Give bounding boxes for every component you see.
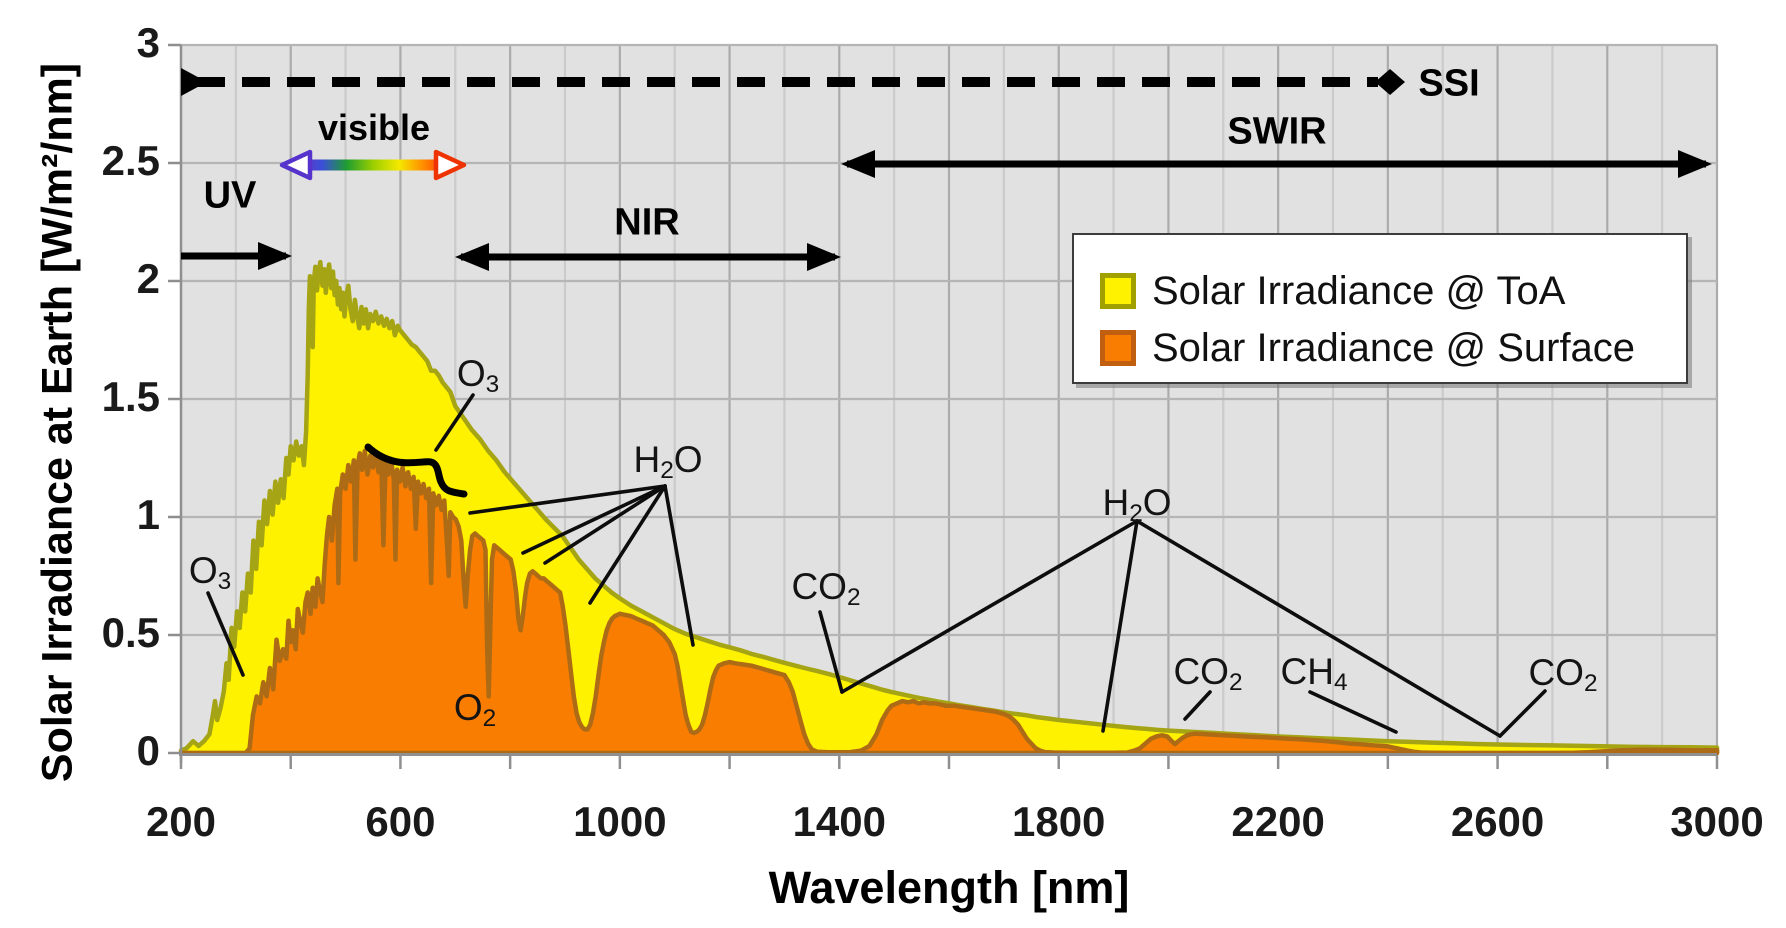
swir-left-arrowhead xyxy=(841,150,875,178)
y-tick-label: 0 xyxy=(136,727,160,774)
annotation-h2o-left: H2O xyxy=(633,438,703,485)
y-tick-label: 2 xyxy=(136,255,160,302)
h2o-right-pointer-line xyxy=(840,519,1139,694)
h2o-left-pointer-line xyxy=(543,484,667,565)
annotation-o3-upper: O3 xyxy=(456,352,500,399)
y-tick-label: 2.5 xyxy=(101,137,160,184)
y-tick-label: 3 xyxy=(136,19,160,66)
x-tick-label: 1000 xyxy=(573,798,667,845)
co2-2600-pointer-line xyxy=(1498,689,1547,738)
nir-right-arrowhead xyxy=(807,243,841,271)
uv-right-arrowhead xyxy=(258,242,292,270)
legend: Solar Irradiance @ ToA Solar Irradiance … xyxy=(1072,233,1688,384)
legend-swatch-toa xyxy=(1100,273,1136,309)
annotation-h2o-right: H2O xyxy=(1102,481,1172,528)
annotation-o3-low: O3 xyxy=(188,549,232,596)
annotation-co2-1400: CO2 xyxy=(791,565,861,612)
legend-item-toa: Solar Irradiance @ ToA xyxy=(1100,268,1566,313)
o3-low-pointer-line xyxy=(206,591,245,677)
x-tick-label: 1800 xyxy=(1011,798,1106,845)
y-tick-label: 1 xyxy=(136,491,160,538)
x-tick-label: 3000 xyxy=(1670,798,1764,845)
band-label-nir: NIR xyxy=(614,201,680,244)
ssi-start-cap xyxy=(181,68,207,96)
visible-spectrum-bar xyxy=(296,159,450,171)
annotation-ch4: CH4 xyxy=(1280,650,1348,697)
y-tick-label: 0.5 xyxy=(101,609,160,656)
y-tick-label: 1.5 xyxy=(101,373,160,420)
o3-upper-pointer-line xyxy=(434,393,475,452)
h2o-right-pointer-line xyxy=(1101,519,1139,733)
band-label-visible: visible xyxy=(317,107,431,148)
x-tick-label: 1400 xyxy=(792,798,886,845)
h2o-left-pointer-line xyxy=(521,484,667,555)
nir-left-arrowhead xyxy=(455,243,489,271)
ssi-end-diamond xyxy=(1375,69,1405,95)
visible-left-arrowhead xyxy=(279,149,313,181)
annotation-co2-2600: CO2 xyxy=(1528,651,1598,698)
h2o-left-pointer-line xyxy=(663,484,695,647)
h2o-right-pointer-line xyxy=(1135,519,1502,738)
x-tick-label: 600 xyxy=(365,798,436,845)
x-tick-label: 2200 xyxy=(1231,798,1325,845)
annotation-co2-2000: CO2 xyxy=(1173,650,1243,697)
legend-label-toa: Solar Irradiance @ ToA xyxy=(1152,268,1566,313)
series-surface xyxy=(178,448,1720,756)
h2o-left-pointer-line xyxy=(468,484,667,515)
o3-brace xyxy=(364,443,468,498)
ch4-pointer-line xyxy=(1308,690,1398,734)
band-label-uv: UV xyxy=(203,174,257,217)
legend-item-surface: Solar Irradiance @ Surface xyxy=(1100,325,1636,370)
annotation-o2: O2 xyxy=(453,686,497,733)
co2-2000-pointer-line xyxy=(1183,690,1212,721)
visible-right-arrowhead xyxy=(433,149,467,181)
swir-right-arrowhead xyxy=(1678,150,1712,178)
x-tick-label: 2600 xyxy=(1450,798,1545,845)
band-label-swir: SWIR xyxy=(1227,110,1327,153)
h2o-left-pointer-line xyxy=(588,484,667,605)
legend-swatch-surface xyxy=(1100,330,1136,366)
x-axis-title: Wavelength [nm] xyxy=(768,862,1130,913)
legend-label-surface: Solar Irradiance @ Surface xyxy=(1152,325,1636,370)
band-label-ssi: SSI xyxy=(1418,62,1480,105)
co2-1400-pointer-line xyxy=(818,610,844,694)
x-tick-label: 200 xyxy=(145,798,217,845)
